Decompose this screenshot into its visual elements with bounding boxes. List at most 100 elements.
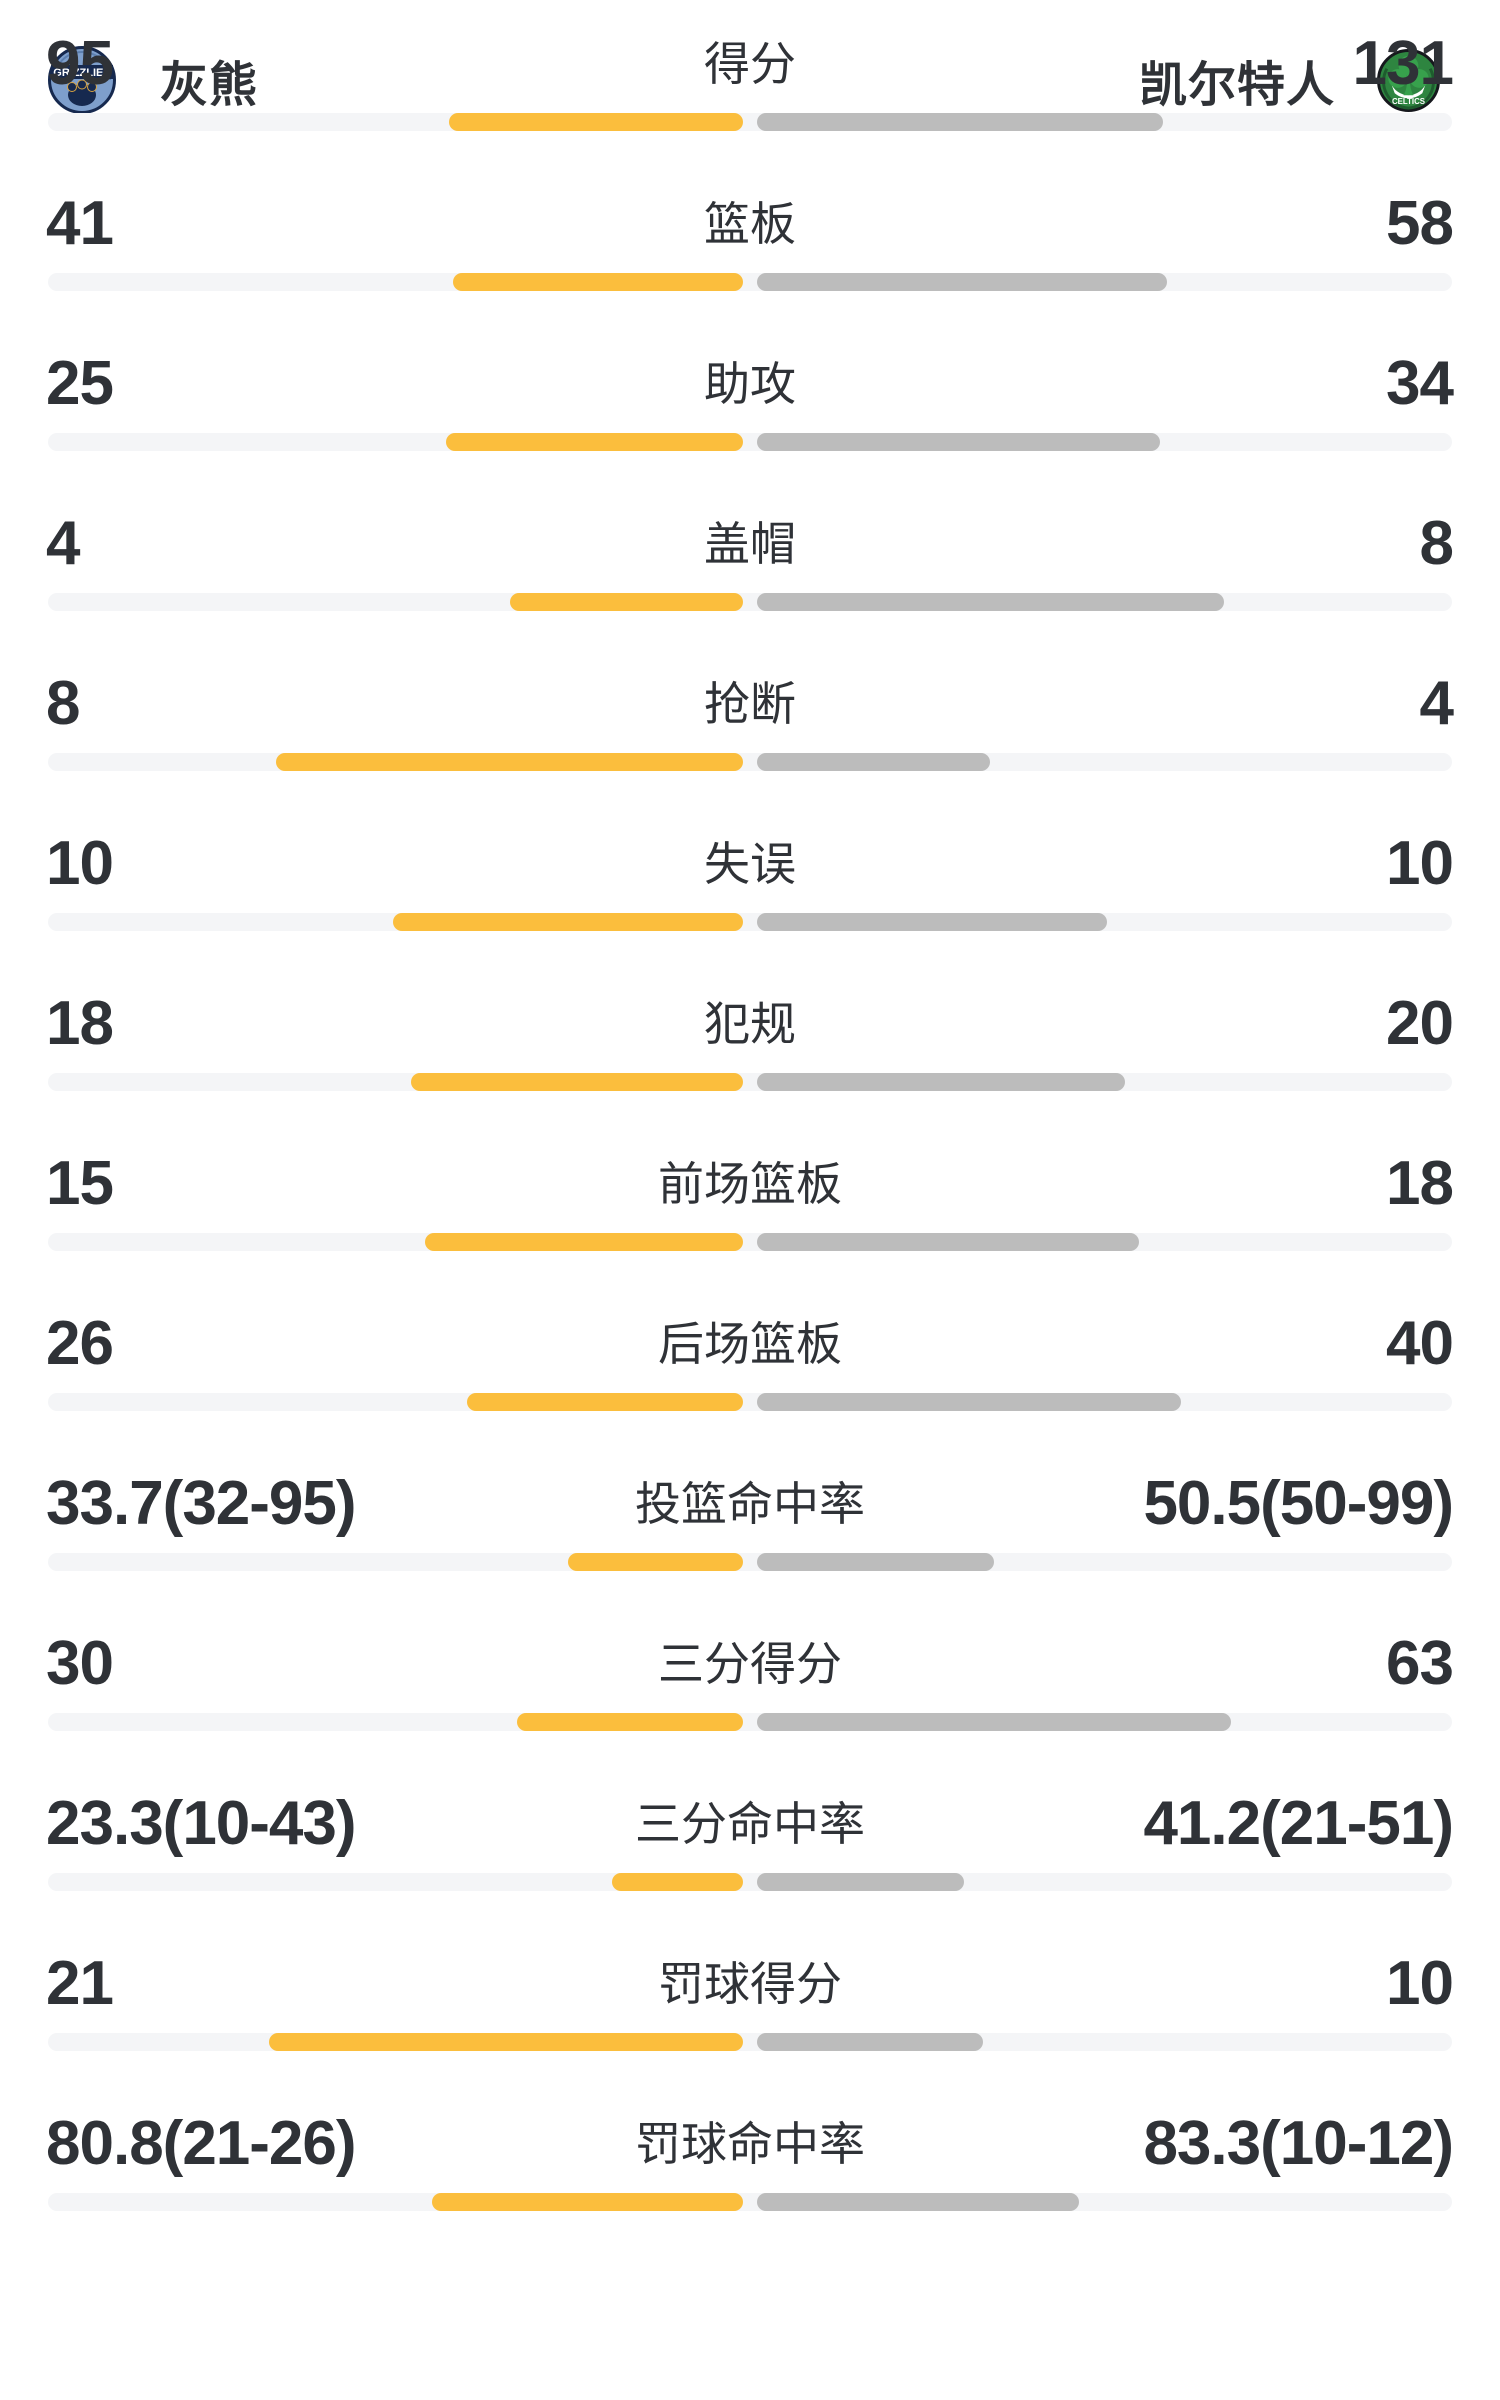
home-stat-bar (411, 1073, 743, 1091)
stat-row: 95 得分 131 (0, 0, 1500, 160)
stat-label: 得分 (704, 38, 796, 90)
stat-row: 10 失误 10 (0, 800, 1500, 960)
home-stat-value: 25 (46, 349, 114, 418)
stat-label: 犯规 (704, 998, 796, 1050)
home-stat-value: 33.7(32-95) (46, 1469, 357, 1538)
away-stat-bar (757, 1713, 1231, 1731)
home-stat-value: 15 (46, 1149, 114, 1218)
home-stat-bar (510, 593, 743, 611)
away-stat-value: 58 (1386, 189, 1454, 258)
stat-bar-track (48, 753, 1452, 771)
grizzlies-logo-icon: GRIZZLIES (48, 46, 116, 114)
stat-label: 篮板 (704, 198, 796, 250)
svg-text:CELTICS: CELTICS (1392, 97, 1425, 106)
home-stat-value: 10 (46, 829, 114, 898)
celtics-logo-icon: CELTICS (1377, 48, 1440, 112)
away-stat-value: 10 (1386, 1949, 1454, 2018)
away-stat-value: 34 (1386, 349, 1454, 418)
stat-bar-track (48, 1233, 1452, 1251)
stat-row: 15 前场篮板 18 (0, 1120, 1500, 1280)
stat-label: 前场篮板 (658, 1158, 842, 1210)
stat-label: 投篮命中率 (635, 1478, 865, 1530)
home-stat-bar (453, 273, 743, 291)
stat-label: 助攻 (704, 358, 796, 410)
stat-row: 25 助攻 34 (0, 320, 1500, 480)
stat-bar-track (48, 1873, 1452, 1891)
home-stat-bar (269, 2033, 743, 2051)
stat-row: 41 篮板 58 (0, 160, 1500, 320)
svg-text:GRIZZLIES: GRIZZLIES (53, 67, 110, 79)
away-stat-value: 41.2(21-51) (1143, 1789, 1454, 1858)
home-stat-value: 26 (46, 1309, 114, 1378)
away-stat-bar (757, 1873, 964, 1891)
away-stat-bar (757, 433, 1160, 451)
away-stat-bar (757, 2193, 1079, 2211)
stat-label: 三分命中率 (635, 1798, 865, 1850)
home-stat-value: 23.3(10-43) (46, 1789, 357, 1858)
home-stat-bar (517, 1713, 743, 1731)
stat-bar-track (48, 113, 1452, 131)
home-stat-bar (393, 913, 743, 931)
home-stat-value: 8 (46, 669, 80, 738)
stats-comparison-list: 95 得分 131 41 篮板 58 25 助攻 34 4 盖帽 8 8 抢断 … (0, 0, 1500, 2240)
away-stat-value: 63 (1386, 1629, 1454, 1698)
stat-row: 30 三分得分 63 (0, 1600, 1500, 1760)
away-stat-value: 83.3(10-12) (1143, 2109, 1454, 2178)
stat-bar-track (48, 2193, 1452, 2211)
away-stat-value: 131 (1352, 29, 1454, 98)
stat-bar-track (48, 913, 1452, 931)
away-stat-bar (757, 753, 990, 771)
away-stat-bar (757, 113, 1163, 131)
stat-label: 三分得分 (658, 1638, 842, 1690)
home-stat-bar (432, 2193, 743, 2211)
stat-label: 抢断 (704, 678, 796, 730)
home-stat-bar (446, 433, 743, 451)
away-stat-bar (757, 1233, 1139, 1251)
stat-bar-track (48, 433, 1452, 451)
stat-label: 失误 (704, 838, 796, 890)
home-stat-bar (276, 753, 743, 771)
stat-bar-track (48, 1713, 1452, 1731)
stat-row: 26 后场篮板 40 (0, 1280, 1500, 1440)
home-stat-value: 4 (46, 509, 80, 578)
stat-row: 23.3(10-43) 三分命中率 41.2(21-51) (0, 1760, 1500, 1920)
stat-bar-track (48, 593, 1452, 611)
home-stat-value: 30 (46, 1629, 114, 1698)
stat-row: 80.8(21-26) 罚球命中率 83.3(10-12) (0, 2080, 1500, 2240)
stat-label: 盖帽 (704, 518, 796, 570)
stat-row: 33.7(32-95) 投篮命中率 50.5(50-99) (0, 1440, 1500, 1600)
away-stat-bar (757, 913, 1107, 931)
away-stat-bar (757, 1073, 1125, 1091)
stat-row: 8 抢断 4 (0, 640, 1500, 800)
stat-row: 18 犯规 20 (0, 960, 1500, 1120)
stat-bar-track (48, 2033, 1452, 2051)
away-stat-value: 4 (1419, 669, 1454, 738)
home-stat-bar (568, 1553, 743, 1571)
away-stat-value: 10 (1386, 829, 1454, 898)
home-stat-value: 80.8(21-26) (46, 2109, 357, 2178)
home-stat-bar (467, 1393, 743, 1411)
stat-label: 后场篮板 (658, 1318, 842, 1370)
away-stat-bar (757, 2033, 983, 2051)
away-stat-value: 40 (1386, 1309, 1454, 1378)
away-stat-bar (757, 593, 1224, 611)
home-stat-value: 18 (46, 989, 114, 1058)
stat-row: 4 盖帽 8 (0, 480, 1500, 640)
away-team-name: 凯尔特人 (1138, 59, 1335, 112)
stat-bar-track (48, 273, 1452, 291)
stat-bar-track (48, 1393, 1452, 1411)
home-stat-bar (425, 1233, 743, 1251)
home-team-header: GRIZZLIES 灰熊 (48, 0, 258, 160)
home-stat-value: 21 (46, 1949, 114, 2018)
stat-bar-track (48, 1553, 1452, 1571)
away-stat-value: 8 (1419, 509, 1454, 578)
home-stat-bar (449, 113, 743, 131)
stat-label: 罚球得分 (658, 1958, 842, 2010)
away-team-header: CELTICS 凯尔特人 (1139, 0, 1440, 160)
home-team-name: 灰熊 (160, 59, 259, 112)
home-stat-value: 41 (46, 189, 114, 258)
away-stat-value: 18 (1386, 1149, 1454, 1218)
away-stat-bar (757, 273, 1167, 291)
away-stat-value: 20 (1386, 989, 1454, 1058)
away-stat-value: 50.5(50-99) (1143, 1469, 1454, 1538)
